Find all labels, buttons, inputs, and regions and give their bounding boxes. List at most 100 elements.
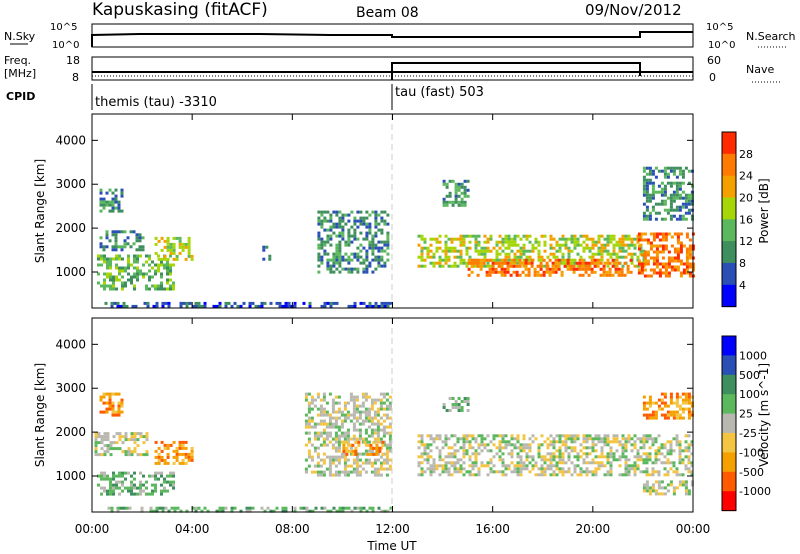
velocity-echo-cell xyxy=(369,446,373,450)
power-echo-cell xyxy=(463,194,467,198)
power-echo-cell xyxy=(495,240,499,244)
velocity-echo-cell xyxy=(537,446,541,450)
velocity-echo-cell xyxy=(322,470,326,474)
power-echo-cell xyxy=(386,301,390,305)
power-echo-cell xyxy=(557,258,561,262)
power-echo-cell xyxy=(599,273,603,277)
velocity-echo-cell xyxy=(684,446,688,450)
velocity-echo-cell xyxy=(140,506,144,510)
velocity-echo-cell xyxy=(489,461,493,465)
power-echo-cell xyxy=(459,252,463,256)
velocity-echo-cell xyxy=(657,480,661,484)
power-echo-cell xyxy=(679,232,683,236)
velocity-echo-cell xyxy=(130,480,133,484)
power-echo-cell xyxy=(233,301,237,305)
velocity-echo-cell xyxy=(519,443,523,447)
velocity-echo-cell xyxy=(379,464,383,468)
power-echo-cell xyxy=(678,187,682,191)
velocity-echo-cell xyxy=(328,440,332,444)
velocity-echo-cell xyxy=(555,461,559,465)
power-echo-cell xyxy=(454,197,458,201)
velocity-echo-cell xyxy=(669,395,673,399)
power-echo-cell xyxy=(548,267,552,271)
velocity-echo-cell xyxy=(561,461,565,465)
power-echo-cell xyxy=(320,261,324,265)
velocity-echo-cell xyxy=(316,452,320,456)
power-echo-cell xyxy=(178,251,182,255)
power-echo-cell xyxy=(380,228,384,232)
velocity-echo-cell xyxy=(343,461,347,465)
power-echo-cell xyxy=(347,234,351,238)
power-echo-cell xyxy=(617,270,621,274)
power-echo-cell xyxy=(126,242,130,246)
power-echo-cell xyxy=(661,271,665,275)
power-echo-cell xyxy=(489,264,493,268)
velocity-echo-cell xyxy=(684,489,688,493)
velocity-echo-cell xyxy=(459,446,463,450)
power-echo-cell xyxy=(190,254,194,258)
velocity-echo-cell xyxy=(349,419,353,423)
velocity-echo-cell xyxy=(120,404,124,408)
velocity-echo-cell xyxy=(654,492,658,496)
power-echo-cell xyxy=(654,217,658,221)
power-echo-cell xyxy=(374,210,378,214)
velocity-echo-cell xyxy=(687,434,691,438)
power-echo-cell xyxy=(477,243,481,247)
velocity-echo-cell xyxy=(453,464,457,468)
power-echo-cell xyxy=(492,246,496,250)
power-echo-cell xyxy=(148,287,151,291)
power-echo-cell xyxy=(323,228,327,232)
velocity-echo-cell xyxy=(525,458,529,462)
power-echo-cell xyxy=(380,264,384,268)
velocity-echo-cell xyxy=(181,443,185,447)
velocity-echo-cell xyxy=(528,470,532,474)
power-echo-cell xyxy=(612,243,616,247)
power-echo-cell xyxy=(688,271,692,275)
velocity-echo-cell xyxy=(648,437,652,441)
power-echo-cell xyxy=(661,232,665,236)
power-echo-cell xyxy=(573,237,577,241)
velocity-echo-cell xyxy=(633,461,637,465)
power-echo-cell xyxy=(606,234,610,238)
power-echo-cell xyxy=(435,246,439,250)
velocity-echo-cell xyxy=(624,461,628,465)
velocity-echo-cell xyxy=(588,446,592,450)
velocity-echo-cell xyxy=(687,455,691,459)
velocity-echo-cell xyxy=(426,461,430,465)
power-echo-cell xyxy=(435,261,439,265)
velocity-echo-cell xyxy=(355,428,359,432)
velocity-echo-cell xyxy=(111,407,115,411)
power-echo-cell xyxy=(420,258,424,262)
power-echo-cell xyxy=(642,217,646,221)
power-echo-cell xyxy=(338,264,342,268)
power-echo-cell xyxy=(675,196,679,200)
power-echo-cell xyxy=(194,301,198,305)
power-echo-cell xyxy=(543,243,547,247)
power-echo-cell xyxy=(118,257,121,261)
velocity-echo-cell xyxy=(555,434,559,438)
velocity-echo-cell xyxy=(172,471,175,475)
power-echo-cell xyxy=(350,267,354,271)
power-echo-cell xyxy=(684,202,688,206)
power-echo-cell xyxy=(317,264,321,268)
power-echo-cell xyxy=(115,263,118,267)
power-echo-cell xyxy=(468,246,472,250)
power-echo-cell xyxy=(567,237,571,241)
power-echo-cell xyxy=(615,240,619,244)
velocity-echo-cell xyxy=(600,455,604,459)
power-echo-cell xyxy=(268,254,272,258)
power-echo-cell xyxy=(579,255,583,259)
power-echo-cell xyxy=(515,264,519,268)
velocity-echo-cell xyxy=(498,470,502,474)
velocity-echo-cell xyxy=(684,492,688,496)
power-echo-cell xyxy=(377,258,381,262)
velocity-echo-region xyxy=(442,397,470,412)
velocity-echo-cell xyxy=(361,437,365,441)
power-echo-cell xyxy=(497,264,501,268)
power-echo-cell xyxy=(657,202,661,206)
power-echo-cell xyxy=(124,266,127,270)
velocity-echo-cell xyxy=(444,470,448,474)
velocity-echo-cell xyxy=(477,446,481,450)
velocity-echo-cell xyxy=(651,401,655,405)
velocity-echo-cell xyxy=(477,452,481,456)
